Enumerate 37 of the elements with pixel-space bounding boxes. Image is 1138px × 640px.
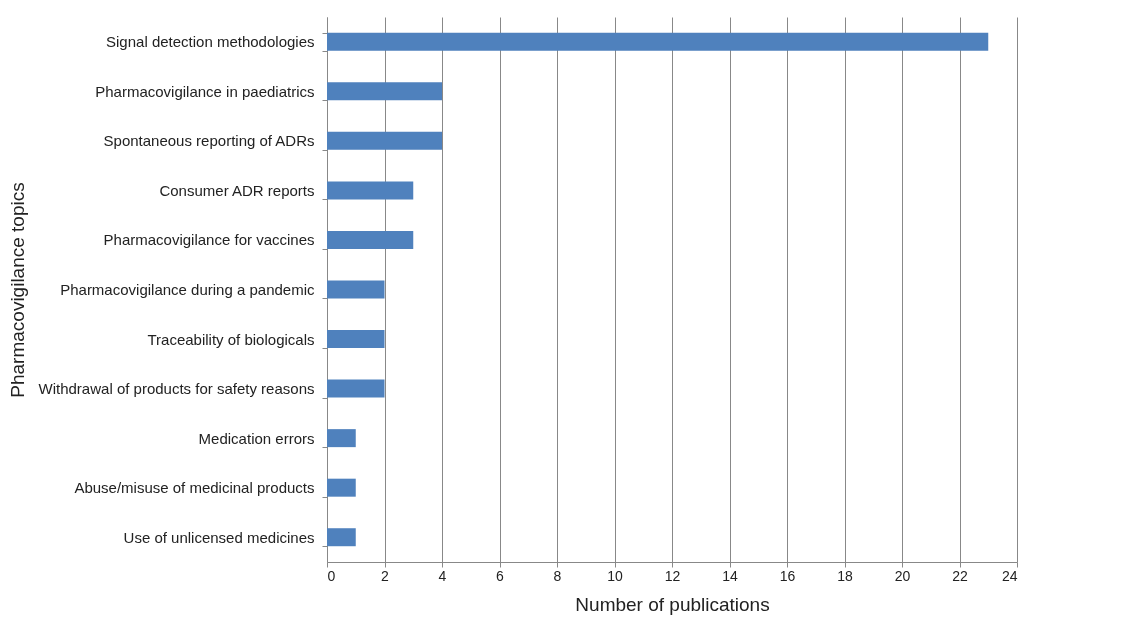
bar [327, 379, 385, 398]
x-tick-label: 0 [327, 567, 336, 584]
bar [327, 230, 414, 249]
x-tick-label: 2 [381, 567, 390, 584]
y-tick-label: Abuse/misuse of medicinal products [74, 479, 315, 497]
y-axis-title: Pharmacovigilance topics [6, 182, 28, 398]
x-tick-label: 22 [952, 567, 968, 584]
bar [327, 280, 385, 299]
x-tick-label: 10 [607, 567, 623, 584]
bar [327, 82, 442, 101]
x-axis-title: Number of publications [575, 593, 770, 615]
bar [327, 330, 385, 349]
x-tick-label: 8 [553, 567, 562, 584]
y-tick-label: Signal detection methodologies [106, 33, 315, 51]
x-tick-label: 6 [496, 567, 505, 584]
bar [327, 478, 356, 497]
y-tick-label: Consumer ADR reports [159, 181, 315, 199]
bar [327, 32, 989, 51]
x-tick-label: 20 [894, 567, 911, 584]
y-tick-label: Pharmacovigilance for vaccines [103, 231, 315, 249]
x-tick-label: 24 [1001, 567, 1018, 584]
bar [327, 181, 414, 200]
x-tick-label: 18 [837, 567, 853, 584]
y-tick-label: Traceability of biologicals [147, 330, 315, 348]
bar [327, 131, 442, 150]
y-tick-label: Use of unlicensed medicines [123, 528, 315, 546]
y-tick-label: Withdrawal of products for safety reasons [38, 380, 315, 398]
y-tick-label: Pharmacovigilance in paediatrics [95, 82, 315, 100]
y-tick-label: Spontaneous reporting of ADRs [103, 132, 315, 150]
x-tick-label: 12 [664, 567, 681, 584]
x-tick-label: 4 [438, 567, 447, 584]
y-tick-label: Pharmacovigilance during a pandemic [60, 281, 315, 298]
y-tick-label: Medication errors [198, 429, 315, 447]
bar [327, 528, 356, 547]
bar [327, 429, 356, 448]
x-tick-label: 16 [779, 567, 796, 584]
x-tick-label: 14 [722, 567, 738, 584]
